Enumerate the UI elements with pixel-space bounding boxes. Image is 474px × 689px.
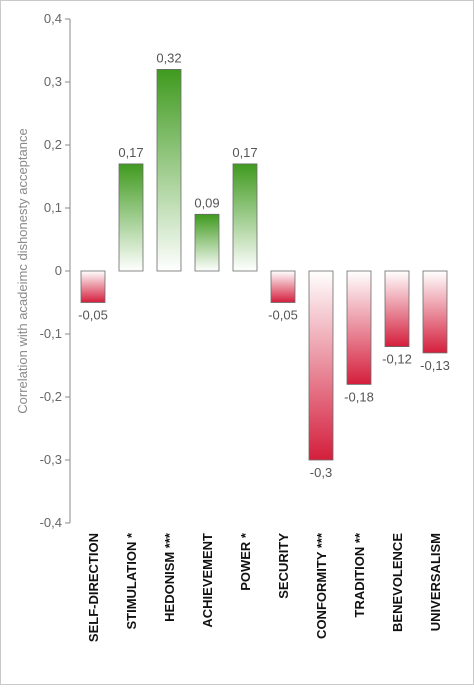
category-labels: SELF-DIRECTION STIMULATION * HEDONISM *** A… <box>86 532 443 642</box>
bar <box>156 69 182 272</box>
data-label: 0,32 <box>156 50 181 65</box>
data-labels: -0,05 0,17 0,32 0,09 0,17 -0,05 -0,3 -0,18 -0,12… <box>78 50 450 480</box>
category-label: BENEVOLENCE <box>390 533 405 632</box>
y-tick-label: 0,1 <box>44 200 62 215</box>
bar <box>384 270 410 347</box>
y-tick-label: -0,2 <box>40 389 62 404</box>
data-label: -0,05 <box>78 308 108 323</box>
data-label: -0,12 <box>382 352 412 367</box>
data-label: -0,3 <box>310 465 332 480</box>
bar <box>346 270 372 385</box>
y-axis-ticks: 0,4 0,3 0,2 0,1 0 -0,1 -0,2 -0,3 -0,4 <box>40 11 70 530</box>
data-label: 0,09 <box>194 195 219 210</box>
category-label: UNIVERSALISM <box>428 533 443 631</box>
y-axis-title: Correlation with acadeimc dishonesty acc… <box>15 128 30 413</box>
data-label: -0,13 <box>420 358 450 373</box>
data-label: -0,18 <box>344 389 374 404</box>
bar <box>194 213 220 272</box>
category-label: HEDONISM *** <box>162 532 177 622</box>
bars <box>80 69 448 461</box>
y-tick-label: 0,4 <box>44 11 62 26</box>
category-label: TRADITION ** <box>352 532 367 617</box>
category-label: ACHIEVEMENT <box>200 533 215 628</box>
y-tick-label: 0,2 <box>44 137 62 152</box>
data-label: 0,17 <box>232 145 257 160</box>
data-label: -0,05 <box>268 308 298 323</box>
y-tick-label: -0,1 <box>40 326 62 341</box>
bar <box>118 163 144 272</box>
bar <box>80 270 106 303</box>
bar <box>308 270 334 461</box>
y-tick-label: 0 <box>55 263 62 278</box>
data-label: 0,17 <box>118 145 143 160</box>
y-tick-label: 0,3 <box>44 74 62 89</box>
category-label: CONFORMITY *** <box>314 532 329 639</box>
y-tick-label: -0,3 <box>40 452 62 467</box>
bar <box>270 270 296 303</box>
category-label: POWER * <box>238 532 253 591</box>
bar <box>232 163 258 272</box>
category-label: STIMULATION * <box>124 532 139 629</box>
bar <box>422 270 448 354</box>
y-tick-label: -0,4 <box>40 515 62 530</box>
category-label: SELF-DIRECTION <box>86 533 101 642</box>
category-label: SECURITY <box>276 533 291 599</box>
